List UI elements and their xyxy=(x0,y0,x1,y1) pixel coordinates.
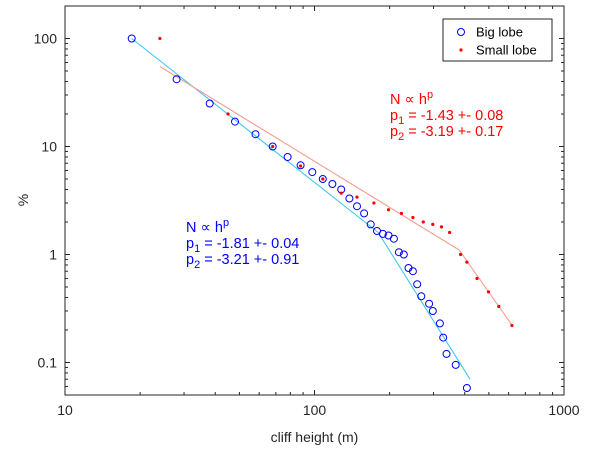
y-tick-label: 10 xyxy=(41,139,57,155)
x-tick-label: 10 xyxy=(57,402,73,418)
point-big-lobe xyxy=(378,229,387,238)
point-big-lobe xyxy=(451,360,460,369)
legend-box xyxy=(442,18,553,62)
point-big-lobe xyxy=(328,180,337,188)
annotation-big-lobe: N ∝ hp p1 = -1.81 +- 0.04 p2 = -3.21 +- … xyxy=(186,217,299,271)
point-big-lobe xyxy=(172,75,181,84)
point-small-lobe xyxy=(355,195,359,199)
point-small-lobe xyxy=(386,208,391,212)
point-big-lobe xyxy=(318,175,327,183)
annotation-small-line3: p2 = -3.19 +- 0.17 xyxy=(390,124,503,143)
point-small-lobe xyxy=(497,304,501,309)
point-big-lobe xyxy=(345,194,354,203)
point-big-lobe xyxy=(435,319,444,328)
point-big-lobe xyxy=(127,34,136,43)
y-axis-label: % xyxy=(15,194,31,206)
point-big-lobe xyxy=(296,161,305,170)
point-big-lobe xyxy=(268,142,277,151)
annotation-small-line2: p1 = -1.43 +- 0.08 xyxy=(390,108,503,127)
annotation-big-line3: p2 = -3.21 +- 0.91 xyxy=(186,252,299,271)
annotation-small-lobe: N ∝ hp p1 = -1.43 +- 0.08 p2 = -3.19 +- … xyxy=(390,89,503,143)
legend-label-big-lobe: Big lobe xyxy=(476,25,523,40)
point-big-lobe xyxy=(425,299,434,308)
legend-marker-big-lobe xyxy=(457,28,465,36)
annotation-small-line1: N ∝ hp xyxy=(390,89,433,108)
point-small-lobe xyxy=(339,191,343,195)
point-small-lobe xyxy=(459,252,463,257)
point-small-lobe xyxy=(431,222,435,226)
point-small-lobe xyxy=(158,36,162,41)
fit-line-2 xyxy=(159,66,460,251)
x-axis: 10 100 1000 xyxy=(57,6,580,418)
fit-line-0 xyxy=(131,38,379,233)
point-big-lobe xyxy=(308,168,317,177)
point-small-lobe xyxy=(475,276,479,281)
point-big-lobe xyxy=(360,209,369,218)
legend-marker-small-lobe xyxy=(459,48,463,52)
point-big-lobe xyxy=(439,333,448,342)
point-small-lobe xyxy=(411,215,415,220)
point-big-lobe xyxy=(399,250,408,259)
point-small-lobe xyxy=(439,225,444,229)
point-small-lobe xyxy=(321,177,325,181)
plot-area xyxy=(64,5,565,396)
point-big-lobe xyxy=(205,99,214,108)
point-small-lobe xyxy=(510,323,514,328)
x-tick-label: 100 xyxy=(303,402,327,418)
point-big-lobe xyxy=(442,349,451,358)
point-big-lobe xyxy=(428,307,437,315)
y-tick-label: 0.1 xyxy=(38,354,58,370)
point-big-lobe xyxy=(231,117,239,126)
point-big-lobe xyxy=(417,292,426,301)
y-axis: 0.1 1 10 100 xyxy=(34,5,564,396)
point-big-lobe xyxy=(462,384,471,392)
legend: Big lobe Small lobe xyxy=(442,18,553,62)
point-big-lobe xyxy=(366,220,375,229)
point-big-lobe xyxy=(251,130,260,139)
point-small-lobe xyxy=(448,230,452,235)
point-small-lobe xyxy=(465,260,469,264)
x-axis-label: cliff height (m) xyxy=(271,429,359,445)
annotation-big-line2: p1 = -1.81 +- 0.04 xyxy=(186,236,299,255)
point-small-lobe xyxy=(399,211,403,215)
point-big-lobe xyxy=(389,234,398,243)
point-big-lobe xyxy=(408,267,417,276)
point-small-lobe xyxy=(486,290,491,294)
point-small-lobe xyxy=(421,220,425,224)
annotation-big-line1: N ∝ hp xyxy=(186,217,229,236)
point-small-lobe xyxy=(226,112,230,116)
legend-label-small-lobe: Small lobe xyxy=(476,43,537,58)
x-tick-label: 1000 xyxy=(548,402,579,418)
point-big-lobe xyxy=(283,153,292,161)
point-small-lobe xyxy=(372,201,376,205)
point-small-lobe xyxy=(271,144,275,149)
y-tick-label: 1 xyxy=(49,246,57,262)
point-big-lobe xyxy=(394,248,403,257)
point-big-lobe xyxy=(413,280,422,289)
y-tick-label: 100 xyxy=(34,31,58,47)
point-small-lobe xyxy=(299,164,303,168)
series-small-lobe xyxy=(158,36,514,328)
fit-line-1 xyxy=(377,232,471,380)
point-big-lobe xyxy=(353,202,361,211)
